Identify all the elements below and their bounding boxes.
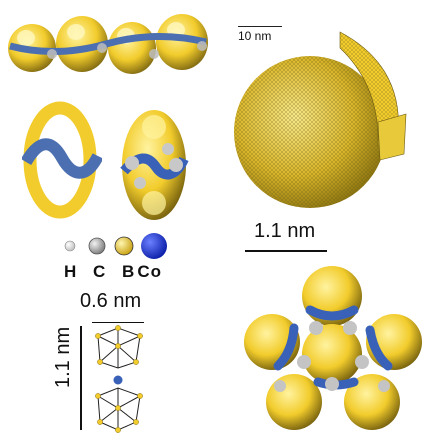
width-scalebar-label: 0.6 nm [80,290,142,312]
schematic-ring-diagram [22,101,102,219]
carbon-sphere [88,237,106,255]
atom-legend-labels: H C B Co [64,262,162,282]
height-scalebar-label: 1.1 nm [52,326,74,388]
sphere-scalebar-label: 10 nm [238,29,272,43]
middle-scalebar-label: 1.1 nm [254,220,316,242]
chain-backbone [9,32,207,55]
atom-legend-spheres [64,233,167,259]
height-scalebar-line [80,326,82,430]
pentameric-assembly-image [244,266,422,430]
legend-label-co: Co [137,262,162,281]
legend-label-b: B [122,262,136,281]
chain-unit-3 [108,22,156,74]
sphere-scalebar: 10 nm [238,26,282,43]
boron-sphere [114,236,134,256]
chain-unit-2 [56,16,108,72]
legend-label-h: H [64,262,78,281]
hydrogen-sphere [64,240,76,252]
icosahedral-cage-schematic [95,325,143,433]
width-scalebar-line [92,322,144,323]
cobalt-sphere [141,233,167,259]
middle-scalebar-line [245,250,327,252]
molecule-space-filling-image [120,110,189,220]
cobalt-atom [113,375,123,385]
molecular-chain-image [8,14,208,74]
nanosphere-image [234,31,407,208]
assembly-unit [244,266,422,430]
legend-label-c: C [93,262,107,281]
